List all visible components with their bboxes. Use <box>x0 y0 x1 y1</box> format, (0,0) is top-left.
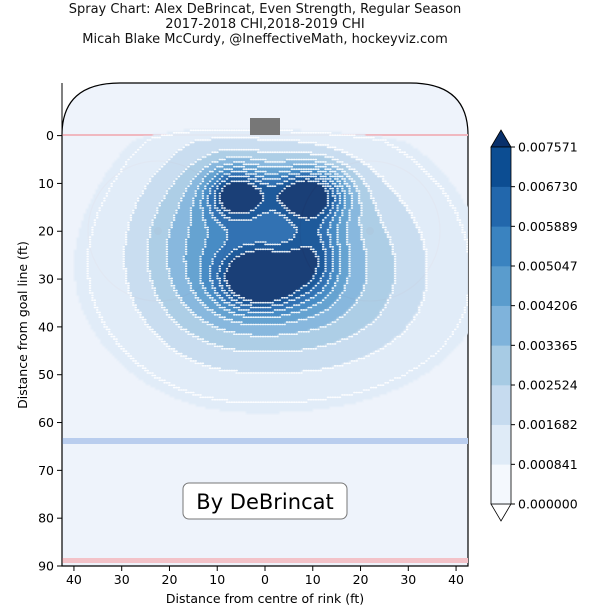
x-tick-label: 20 <box>353 572 369 587</box>
density-contour-level <box>199 165 346 318</box>
axes: 40 30 20 10 0 10 20 30 40 0 10 20 30 40 50 60 70 80 90 <box>38 83 468 587</box>
x-tick-label: 10 <box>209 572 225 587</box>
density-contour-level <box>213 175 337 309</box>
colorbar-frame <box>490 146 512 505</box>
colorbar-tick-label: 0.007571 <box>518 140 578 155</box>
chart-title-line-3: Micah Blake McCurdy, @IneffectiveMath, h… <box>82 32 448 47</box>
colorbar-tick-label: 0.001682 <box>518 417 578 432</box>
chart-title-line-1: Spray Chart: Alex DeBrincat, Even Streng… <box>68 2 462 17</box>
goal-net <box>250 118 280 135</box>
y-tick-label: 40 <box>38 319 54 334</box>
y-tick-label: 60 <box>38 415 54 430</box>
density-contour-level <box>218 178 330 304</box>
y-tick-label: 0 <box>46 128 54 143</box>
x-tick-label: 0 <box>261 572 269 587</box>
y-tick-label: 50 <box>38 367 54 382</box>
density-contour-level <box>206 170 342 314</box>
annotation-text: By DeBrincat <box>196 490 333 514</box>
colorbar-extend-bottom <box>490 503 512 522</box>
colorbar-tick-label: 0.006730 <box>518 179 578 194</box>
colorbar-segment <box>491 424 511 465</box>
y-tick-label: 20 <box>38 224 54 239</box>
x-axis-label: Distance from centre of rink (ft) <box>166 591 364 605</box>
colorbar-segment <box>491 345 511 386</box>
colorbar-extend-top <box>490 129 512 148</box>
y-tick-label: 80 <box>38 511 54 526</box>
density-contours <box>62 83 468 566</box>
colorbar-segment <box>491 186 511 227</box>
colorbar: 0.000000 0.000841 0.001682 0.002524 0.003365… <box>490 129 578 522</box>
colorbar-tick-label: 0.000000 <box>518 497 578 512</box>
y-axis-label: Distance from goal line (ft) <box>15 241 30 409</box>
x-tick-label: 40 <box>448 572 464 587</box>
x-tick-label: 40 <box>66 572 82 587</box>
colorbar-tick-label: 0.003365 <box>518 338 578 353</box>
colorbar-segment <box>491 305 511 346</box>
density-contour-level <box>165 156 368 338</box>
colorbar-tick-label: 0.005047 <box>518 259 578 274</box>
colorbar-tick-label: 0.000841 <box>518 457 578 472</box>
density-contour-level <box>146 148 397 352</box>
annotation-box <box>182 482 348 520</box>
colorbar-tick-label: 0.005889 <box>518 219 578 234</box>
y-tick-label: 30 <box>38 272 54 287</box>
colorbar-segment <box>491 266 511 306</box>
colorbar-tick-label: 0.002524 <box>518 378 578 393</box>
y-tick-label: 10 <box>38 176 54 191</box>
y-tick-label: 90 <box>38 559 54 574</box>
y-tick-label: 70 <box>38 463 54 478</box>
x-tick-label: 30 <box>400 572 416 587</box>
colorbar-tick-label: 0.004206 <box>518 298 578 313</box>
colorbar-segment <box>491 226 511 267</box>
x-tick-label: 10 <box>305 572 321 587</box>
colorbar-segment <box>491 147 511 187</box>
colorbar-segment <box>491 385 511 425</box>
density-contour-level <box>182 161 354 326</box>
density-contour-level <box>122 136 428 374</box>
x-tick-label: 20 <box>162 572 178 587</box>
density-contour-level <box>86 129 468 403</box>
chart-title-line-2: 2017-2018 CHI,2018-2019 CHI <box>165 17 365 32</box>
x-tick-label: 30 <box>114 572 130 587</box>
colorbar-segment <box>491 464 511 505</box>
